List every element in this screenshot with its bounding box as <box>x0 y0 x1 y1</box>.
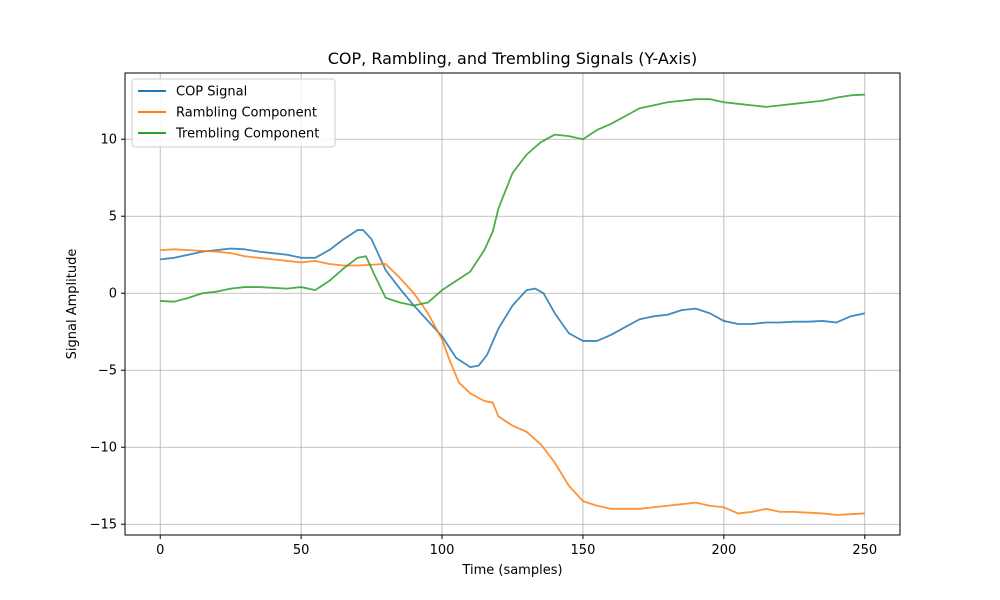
y-tick-label: −10 <box>90 441 117 456</box>
chart-title: COP, Rambling, and Trembling Signals (Y-… <box>328 49 698 68</box>
x-axis-label: Time (samples) <box>461 563 562 578</box>
x-tick-label: 50 <box>293 543 310 558</box>
y-axis-label: Signal Amplitude <box>65 249 80 360</box>
y-tick-label: 5 <box>109 210 117 225</box>
axis-ticks: 0 50 100 150 200 250 −15 −10 −5 0 5 10 <box>90 133 878 558</box>
legend-label: Trembling Component <box>175 127 319 142</box>
grid-lines <box>125 73 900 535</box>
y-tick-label: −15 <box>90 518 117 533</box>
x-tick-label: 100 <box>430 543 455 558</box>
plot-frame <box>124 72 901 536</box>
legend-label: Rambling Component <box>176 106 317 121</box>
x-tick-label: 0 <box>156 543 164 558</box>
x-tick-label: 200 <box>711 543 736 558</box>
y-tick-label: 0 <box>109 287 117 302</box>
y-tick-label: −5 <box>98 364 117 379</box>
legend-box <box>131 78 336 148</box>
series-lines <box>160 93 865 516</box>
y-tick-label: 10 <box>100 133 117 148</box>
series-line-cop-signal <box>160 229 865 369</box>
legend: COP Signal Rambling Component Trembling Co… <box>131 78 336 148</box>
legend-label: COP Signal <box>176 85 247 100</box>
series-line-rambling-component <box>160 248 865 516</box>
x-tick-label: 250 <box>852 543 877 558</box>
series-line-trembling-component <box>160 93 865 307</box>
x-tick-label: 150 <box>571 543 596 558</box>
